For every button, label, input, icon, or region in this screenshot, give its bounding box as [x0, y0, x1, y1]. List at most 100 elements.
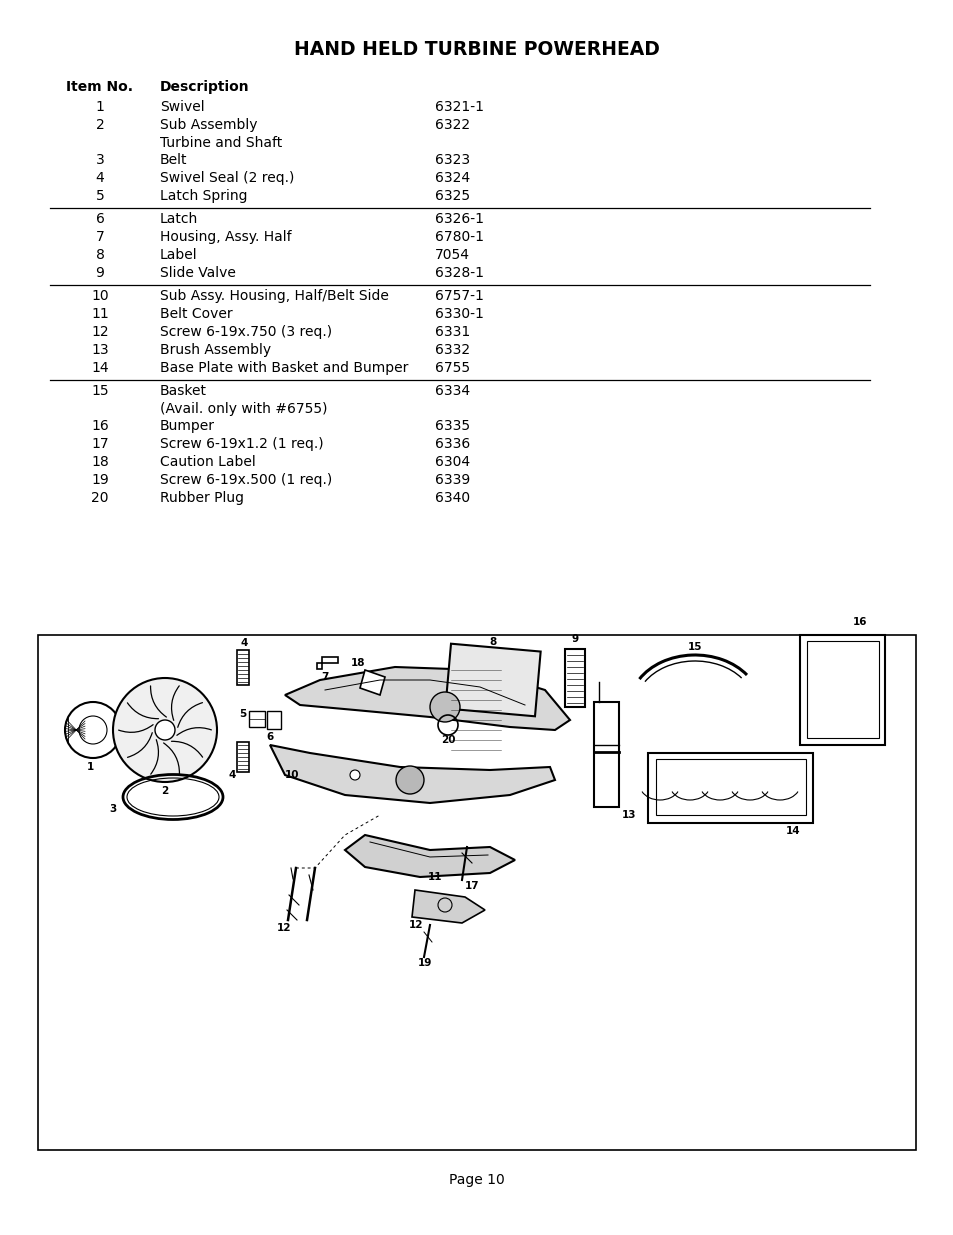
Text: 18: 18 [91, 454, 109, 469]
Text: 16: 16 [91, 419, 109, 433]
Text: 8: 8 [95, 248, 104, 262]
Text: Description: Description [160, 80, 250, 94]
Text: 14: 14 [91, 361, 109, 375]
Bar [806, 641, 878, 739]
Text: 2: 2 [161, 785, 169, 797]
Polygon shape [316, 657, 337, 669]
Text: 19: 19 [417, 958, 432, 968]
Text: 5: 5 [95, 189, 104, 203]
Text: 4: 4 [228, 769, 235, 781]
Text: 11: 11 [427, 872, 442, 882]
Text: Label: Label [160, 248, 197, 262]
Text: 18: 18 [351, 658, 365, 668]
Text: 6325: 6325 [435, 189, 470, 203]
Text: 6324: 6324 [435, 170, 470, 185]
Text: Latch: Latch [160, 212, 198, 226]
Text: 20: 20 [440, 735, 455, 745]
Text: 3: 3 [95, 153, 104, 167]
Text: Basket: Basket [160, 384, 207, 398]
Text: 6: 6 [95, 212, 104, 226]
Text: 4: 4 [95, 170, 104, 185]
Bar [236, 742, 249, 772]
Bar [656, 760, 805, 815]
Text: 12: 12 [276, 923, 291, 932]
Bar [236, 650, 249, 685]
Text: 6330-1: 6330-1 [435, 308, 483, 321]
Bar [249, 711, 265, 727]
Text: 2: 2 [95, 119, 104, 132]
Text: 9: 9 [95, 266, 104, 280]
Text: Belt Cover: Belt Cover [160, 308, 233, 321]
Circle shape [350, 769, 359, 781]
Text: Housing, Assy. Half: Housing, Assy. Half [160, 230, 292, 245]
Text: 6323: 6323 [435, 153, 470, 167]
Circle shape [154, 720, 174, 740]
Text: 6780-1: 6780-1 [435, 230, 483, 245]
Text: 1: 1 [87, 762, 93, 772]
Bar [594, 701, 618, 806]
Text: 6331: 6331 [435, 325, 470, 338]
Text: Sub Assy. Housing, Half/Belt Side: Sub Assy. Housing, Half/Belt Side [160, 289, 389, 303]
Text: 6336: 6336 [435, 437, 470, 451]
Text: Turbine and Shaft: Turbine and Shaft [160, 136, 282, 149]
Text: 19: 19 [91, 473, 109, 487]
Text: 13: 13 [91, 343, 109, 357]
Text: 6335: 6335 [435, 419, 470, 433]
Text: Bumper: Bumper [160, 419, 214, 433]
Text: Rubber Plug: Rubber Plug [160, 492, 244, 505]
Bar [647, 753, 812, 823]
Polygon shape [412, 890, 484, 923]
Text: 6321-1: 6321-1 [435, 100, 483, 114]
Text: Swivel: Swivel [160, 100, 204, 114]
Text: 6340: 6340 [435, 492, 470, 505]
Text: HAND HELD TURBINE POWERHEAD: HAND HELD TURBINE POWERHEAD [294, 40, 659, 59]
Polygon shape [359, 671, 385, 695]
Text: Item No.: Item No. [67, 80, 133, 94]
Text: 17: 17 [91, 437, 109, 451]
Text: 9: 9 [571, 634, 578, 643]
Text: 6757-1: 6757-1 [435, 289, 483, 303]
Text: Brush Assembly: Brush Assembly [160, 343, 271, 357]
Text: Belt: Belt [160, 153, 188, 167]
Text: 3: 3 [110, 804, 116, 814]
Text: 6326-1: 6326-1 [435, 212, 483, 226]
Text: 6328-1: 6328-1 [435, 266, 483, 280]
Text: Screw 6-19x1.2 (1 req.): Screw 6-19x1.2 (1 req.) [160, 437, 323, 451]
Text: 11: 11 [91, 308, 109, 321]
Text: Screw 6-19x.500 (1 req.): Screw 6-19x.500 (1 req.) [160, 473, 332, 487]
Text: 6332: 6332 [435, 343, 470, 357]
Text: 6755: 6755 [435, 361, 470, 375]
Text: 7: 7 [95, 230, 104, 245]
Polygon shape [270, 745, 555, 803]
Text: 15: 15 [91, 384, 109, 398]
Text: 10: 10 [284, 769, 299, 781]
Circle shape [112, 678, 216, 782]
Text: 6334: 6334 [435, 384, 470, 398]
Bar [800, 635, 884, 745]
Text: 12: 12 [91, 325, 109, 338]
Text: 5: 5 [239, 709, 247, 719]
Bar [267, 711, 281, 729]
Text: 7: 7 [321, 672, 329, 682]
Polygon shape [285, 667, 569, 730]
Text: 14: 14 [785, 826, 800, 836]
Text: 8: 8 [489, 637, 497, 647]
Text: 4: 4 [240, 638, 248, 648]
Text: 15: 15 [687, 642, 701, 652]
Text: Page 10: Page 10 [449, 1173, 504, 1187]
Text: 1: 1 [95, 100, 104, 114]
Bar [38, 635, 915, 1150]
Circle shape [395, 766, 423, 794]
Text: Slide Valve: Slide Valve [160, 266, 235, 280]
Text: 16: 16 [852, 618, 866, 627]
Text: 6304: 6304 [435, 454, 470, 469]
Text: 20: 20 [91, 492, 109, 505]
Text: 12: 12 [408, 920, 423, 930]
Bar [564, 650, 584, 706]
Text: (Avail. only with #6755): (Avail. only with #6755) [160, 403, 327, 416]
Text: 6322: 6322 [435, 119, 470, 132]
Text: Caution Label: Caution Label [160, 454, 255, 469]
Polygon shape [345, 835, 515, 877]
Text: Base Plate with Basket and Bumper: Base Plate with Basket and Bumper [160, 361, 408, 375]
Text: 10: 10 [91, 289, 109, 303]
